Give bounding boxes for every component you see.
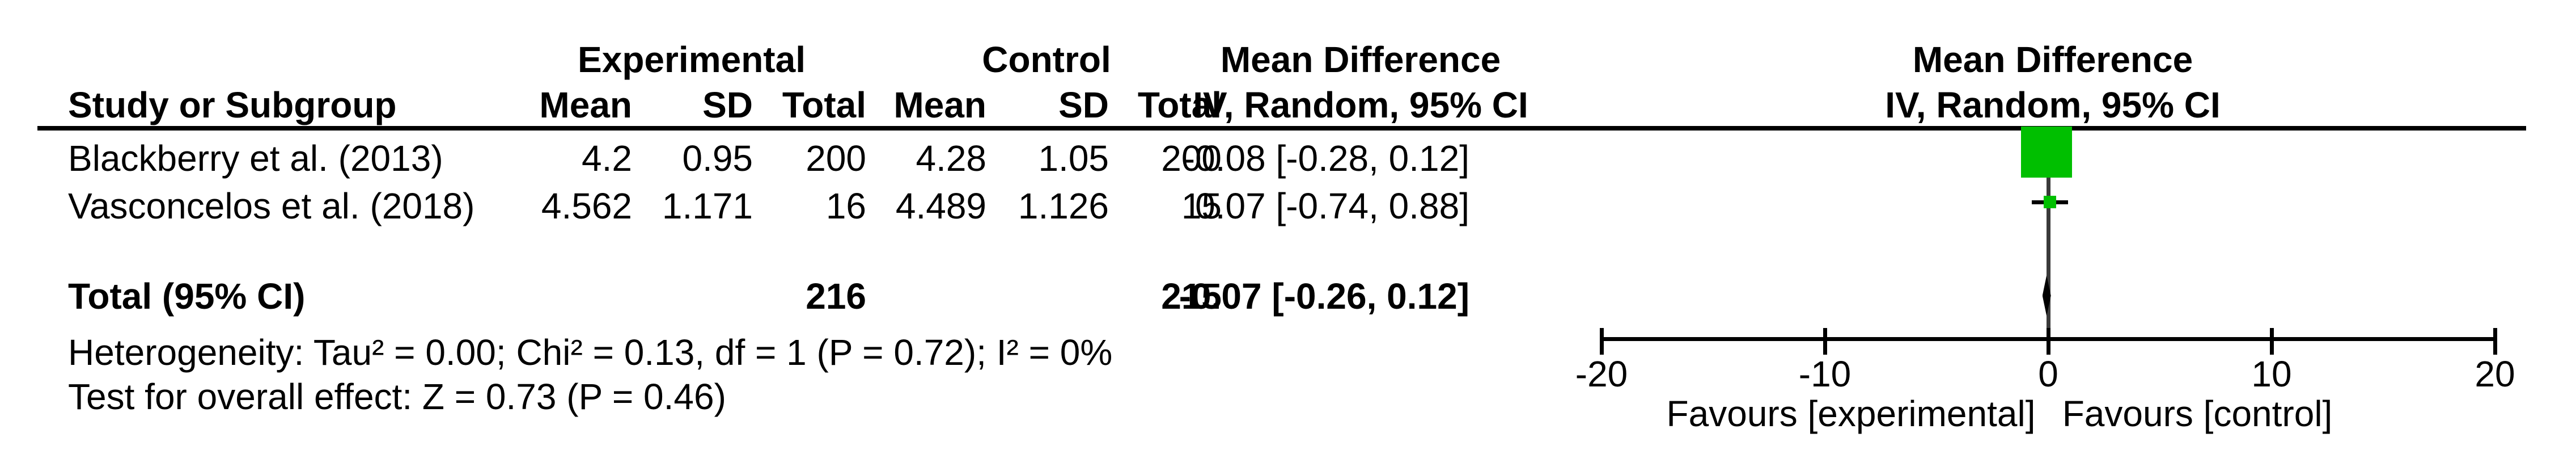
group-header-control: Control <box>982 39 1111 80</box>
ctl-mean: 4.489 <box>895 186 986 226</box>
axis-tick-label: -20 <box>1575 354 1628 394</box>
md-ci-text: -0.08 [-0.28, 0.12] <box>1183 138 1469 179</box>
col-header-exp-sd: SD <box>702 85 753 125</box>
study-marker <box>2020 127 2072 178</box>
axis-tick <box>2047 328 2050 355</box>
study-marker <box>2043 196 2056 208</box>
ctl-total: 15 <box>1181 186 1222 226</box>
col-header-iv-random-left: IV, Random, 95% CI <box>1193 85 1528 125</box>
study-name: Vasconcelos et al. (2018) <box>68 186 475 226</box>
exp-sd: 1.171 <box>662 186 753 226</box>
total-label: Total (95% CI) <box>68 276 306 317</box>
axis-tick <box>2270 328 2274 355</box>
exp-sd: 0.95 <box>682 138 753 179</box>
col-header-exp-total: Total <box>782 85 866 125</box>
ctl-total: 200 <box>1161 138 1222 179</box>
col-header-iv-random-right: IV, Random, 95% CI <box>1885 85 2221 125</box>
md-ci-text: 0.07 [-0.74, 0.88] <box>1195 186 1469 226</box>
favours-control-label: Favours [control] <box>2062 393 2333 434</box>
total-md-ci-text: -0.07 [-0.26, 0.12] <box>1179 276 1469 317</box>
axis-tick-label: -10 <box>1798 354 1852 394</box>
study-name: Blackberry et al. (2013) <box>68 138 443 179</box>
axis-tick <box>2493 328 2497 355</box>
col-header-ctl-mean: Mean <box>893 85 986 125</box>
heterogeneity-text: Heterogeneity: Tau² = 0.00; Chi² = 0.13,… <box>68 332 1113 373</box>
exp-mean: 4.562 <box>541 186 632 226</box>
ctl-mean: 4.28 <box>916 138 986 179</box>
exp-mean: 4.2 <box>582 138 632 179</box>
axis-tick-label: 20 <box>2475 354 2515 394</box>
exp-total: 16 <box>825 186 866 226</box>
total-ctl-total: 215 <box>1161 276 1222 317</box>
axis-tick <box>1600 328 1604 355</box>
axis-tick <box>1823 328 1827 355</box>
col-header-study: Study or Subgroup <box>68 85 397 125</box>
axis-tick-label: 0 <box>2038 354 2058 394</box>
favours-experimental-label: Favours [experimental] <box>1666 393 2036 434</box>
overall-effect-text: Test for overall effect: Z = 0.73 (P = 0… <box>68 376 726 417</box>
axis-tick-label: 10 <box>2251 354 2292 394</box>
ctl-sd: 1.05 <box>1038 138 1109 179</box>
exp-total: 200 <box>806 138 866 179</box>
ctl-sd: 1.126 <box>1018 186 1109 226</box>
group-header-mean-difference-right: Mean Difference <box>1912 39 2193 80</box>
total-diamond <box>2042 275 2051 316</box>
zero-reference-line <box>2047 131 2050 339</box>
col-header-exp-mean: Mean <box>539 85 632 125</box>
group-header-experimental: Experimental <box>578 39 806 80</box>
group-header-mean-difference-left: Mean Difference <box>1220 39 1501 80</box>
header-rule <box>37 126 2526 131</box>
total-exp-total: 216 <box>806 276 866 317</box>
col-header-ctl-sd: SD <box>1058 85 1109 125</box>
col-header-ctl-total: Total <box>1137 85 1222 125</box>
